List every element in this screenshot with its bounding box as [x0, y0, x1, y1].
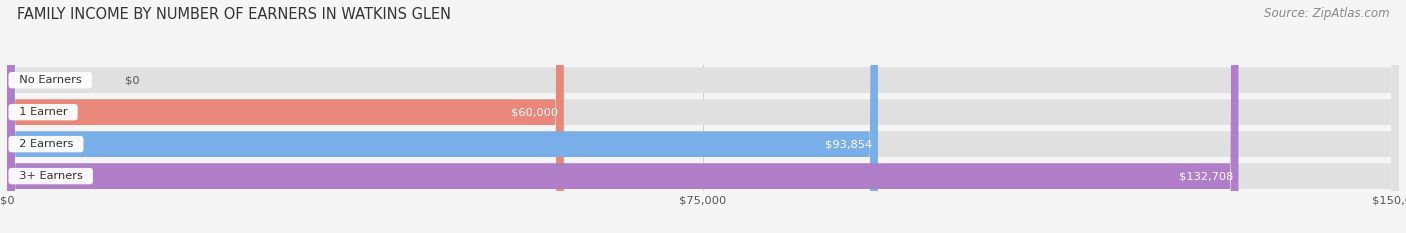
FancyBboxPatch shape — [7, 0, 1239, 233]
Text: No Earners: No Earners — [11, 75, 89, 85]
Text: $0: $0 — [125, 75, 141, 85]
FancyBboxPatch shape — [7, 0, 1399, 233]
Text: FAMILY INCOME BY NUMBER OF EARNERS IN WATKINS GLEN: FAMILY INCOME BY NUMBER OF EARNERS IN WA… — [17, 7, 451, 22]
FancyBboxPatch shape — [7, 0, 1399, 233]
Text: 1 Earner: 1 Earner — [11, 107, 75, 117]
Text: 3+ Earners: 3+ Earners — [11, 171, 90, 181]
Text: $132,708: $132,708 — [1178, 171, 1233, 181]
FancyBboxPatch shape — [7, 0, 564, 233]
Text: Source: ZipAtlas.com: Source: ZipAtlas.com — [1264, 7, 1389, 20]
Text: 2 Earners: 2 Earners — [11, 139, 80, 149]
Text: $93,854: $93,854 — [825, 139, 872, 149]
FancyBboxPatch shape — [7, 0, 877, 233]
FancyBboxPatch shape — [7, 0, 1399, 233]
Text: $60,000: $60,000 — [512, 107, 558, 117]
FancyBboxPatch shape — [7, 0, 1399, 233]
